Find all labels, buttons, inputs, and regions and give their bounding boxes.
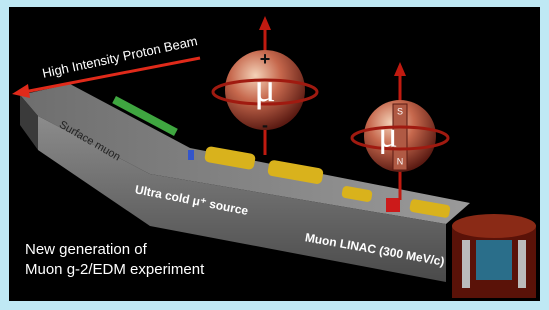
sphere-symbol: μ [378,114,397,154]
caption-line: Muon g-2/EDM experiment [25,261,205,278]
pole-label: - [262,115,268,135]
page: High Intensity Proton Beam μ + - μ S N S… [0,0,549,310]
sphere-symbol: μ [254,65,275,110]
pole-label: S [397,106,403,116]
pole-label: + [260,49,271,69]
caption-line: New generation of [25,241,148,258]
illustration: High Intensity Proton Beam μ + - μ S N S… [0,0,549,310]
detector [452,214,536,298]
pole-label: N [397,156,404,166]
